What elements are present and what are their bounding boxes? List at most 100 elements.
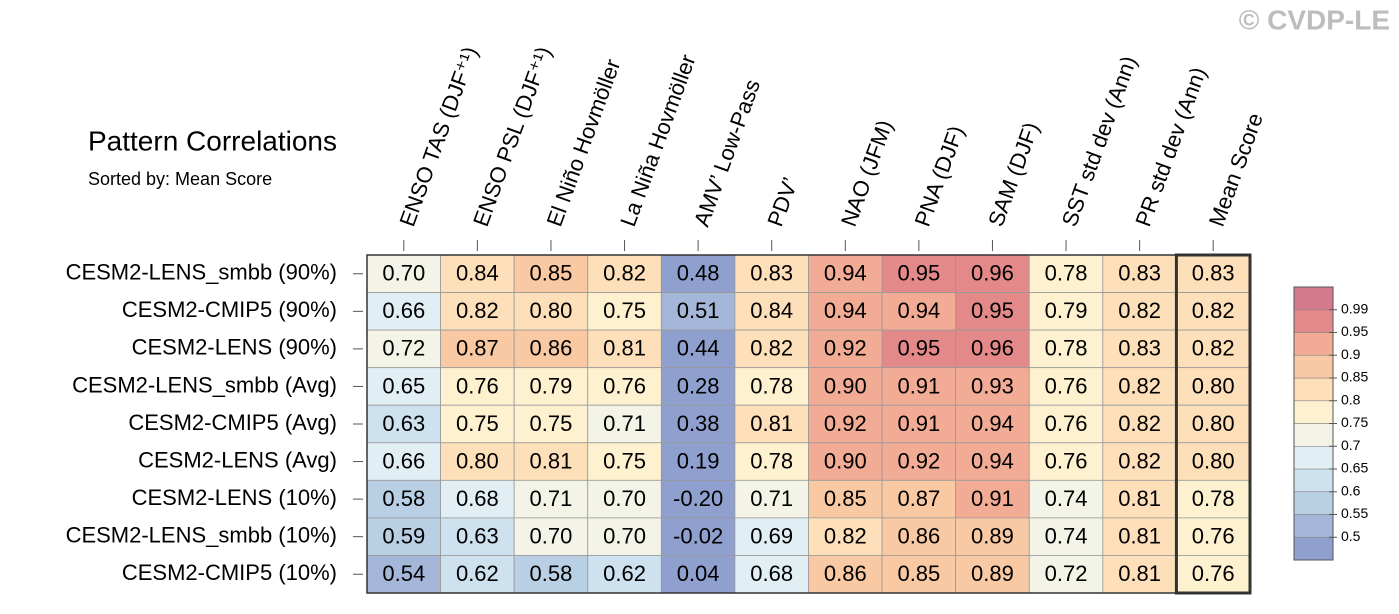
column-label: El Niño Hovmöller	[542, 56, 626, 230]
column-label: PR std dev (Ann)	[1130, 64, 1211, 230]
heatmap-cell	[1028, 555, 1104, 594]
colorbar-tick-label: 0.95	[1341, 323, 1368, 339]
cell-label: 0.51	[677, 298, 720, 323]
cell-label: 0.78	[750, 373, 793, 398]
colorbar-segment	[1293, 400, 1334, 424]
cell-label: 0.91	[897, 411, 940, 436]
cell-label: 0.62	[456, 561, 499, 586]
cell-label: 0.82	[603, 261, 646, 286]
cell-label: 0.91	[971, 486, 1014, 511]
cell-label: 0.19	[677, 448, 720, 473]
heatmap-cell	[440, 517, 515, 556]
heatmap-cell	[1028, 517, 1104, 556]
cell-label: 0.95	[897, 336, 940, 361]
heatmap-cell	[1176, 517, 1251, 556]
cell-label: 0.85	[824, 486, 867, 511]
heatmap-cell	[660, 292, 736, 331]
row-label: CESM2-LENS_smbb (Avg)	[72, 372, 337, 397]
heatmap-cell	[734, 329, 809, 369]
cell-label: 0.82	[1192, 298, 1235, 323]
cell-label: 0.91	[897, 373, 940, 398]
heatmap-cell	[881, 367, 957, 406]
cell-label: 0.83	[1118, 261, 1161, 286]
cell-label: 0.72	[1045, 561, 1088, 586]
cell-label: 0.86	[824, 561, 867, 586]
heatmap-cell	[734, 292, 809, 331]
heatmap-cell	[587, 367, 662, 406]
column-label: ENSO TAS (DJF⁺¹)	[394, 43, 482, 229]
heatmap-cell	[1028, 442, 1104, 481]
cell-label: 0.81	[1118, 486, 1161, 511]
cell-label: 0.62	[603, 561, 646, 586]
cell-label: 0.69	[750, 523, 793, 548]
colorbar-tick-label: 0.8	[1341, 391, 1361, 407]
cell-label: 0.58	[530, 561, 573, 586]
column-label: PDV’	[762, 174, 803, 230]
column-label: AMV’ Low-Pass	[689, 76, 765, 230]
colorbar-segment	[1293, 491, 1334, 515]
heatmap-cell	[1028, 254, 1104, 293]
cell-label: 0.82	[1118, 448, 1161, 473]
heatmap-cell	[808, 555, 883, 594]
cell-label: 0.54	[382, 561, 425, 586]
cell-label: 0.95	[897, 261, 940, 286]
colorbar-tick-label: 0.7	[1341, 437, 1361, 453]
heatmap-cell	[1176, 367, 1251, 406]
colorbar-segment	[1293, 332, 1334, 356]
heatmap-cell	[366, 517, 441, 556]
heatmap-cell	[1102, 367, 1177, 406]
heatmap-cell	[587, 292, 662, 331]
heatmap-cell	[1176, 555, 1251, 594]
cell-label: 0.94	[824, 298, 867, 323]
row-label: CESM2-LENS (90%)	[132, 335, 337, 360]
heatmap-cell	[513, 292, 589, 331]
cell-label: 0.71	[530, 486, 573, 511]
heatmap-cell	[1176, 292, 1251, 331]
row-label: CESM2-CMIP5 (Avg)	[128, 410, 337, 435]
cell-label: 0.70	[530, 523, 573, 548]
heatmap-cell	[881, 517, 957, 556]
cell-label: 0.48	[677, 261, 720, 286]
cell-label: 0.63	[382, 411, 425, 436]
cell-label: 0.80	[1192, 448, 1235, 473]
colorbar-segment	[1293, 536, 1334, 561]
heatmap-cell	[881, 442, 957, 481]
cell-label: 0.76	[1045, 411, 1088, 436]
heatmap-cell	[587, 555, 662, 594]
cell-label: 0.38	[677, 411, 720, 436]
heatmap-cell	[440, 442, 515, 481]
colorbar-segment	[1293, 514, 1334, 538]
cell-label: 0.82	[1118, 411, 1161, 436]
cell-label: 0.76	[1192, 523, 1235, 548]
chart-subtitle: Sorted by: Mean Score	[88, 169, 272, 189]
heatmap-cell	[955, 367, 1030, 406]
cell-label: 0.76	[1045, 373, 1088, 398]
column-label: La Niña Hovmöller	[615, 51, 700, 230]
cell-label: 0.80	[1192, 411, 1235, 436]
heatmap-cell	[734, 442, 809, 481]
cell-label: 0.75	[603, 298, 646, 323]
cell-label: 0.89	[971, 561, 1014, 586]
heatmap-cell	[366, 292, 441, 331]
heatmap-cell	[1176, 479, 1251, 519]
heatmap-cell	[955, 555, 1030, 594]
cell-label: 0.92	[824, 336, 867, 361]
cell-label: 0.76	[1192, 561, 1235, 586]
cell-label: 0.95	[971, 298, 1014, 323]
heatmap-cell	[1102, 479, 1177, 519]
cell-label: 0.94	[897, 298, 940, 323]
cell-label: 0.66	[382, 448, 425, 473]
heatmap-cell	[440, 292, 515, 331]
cell-label: 0.84	[750, 298, 793, 323]
heatmap-cell	[808, 329, 883, 369]
heatmap-cell	[734, 404, 809, 444]
column-label: NAO (JFM)	[836, 117, 898, 230]
cell-label: 0.75	[456, 411, 499, 436]
cell-label: 0.59	[382, 523, 425, 548]
cell-label: 0.94	[971, 411, 1014, 436]
cell-label: 0.90	[824, 373, 867, 398]
cell-label: 0.78	[1045, 336, 1088, 361]
heatmap-cell	[808, 404, 883, 444]
cell-label: 0.81	[1118, 523, 1161, 548]
